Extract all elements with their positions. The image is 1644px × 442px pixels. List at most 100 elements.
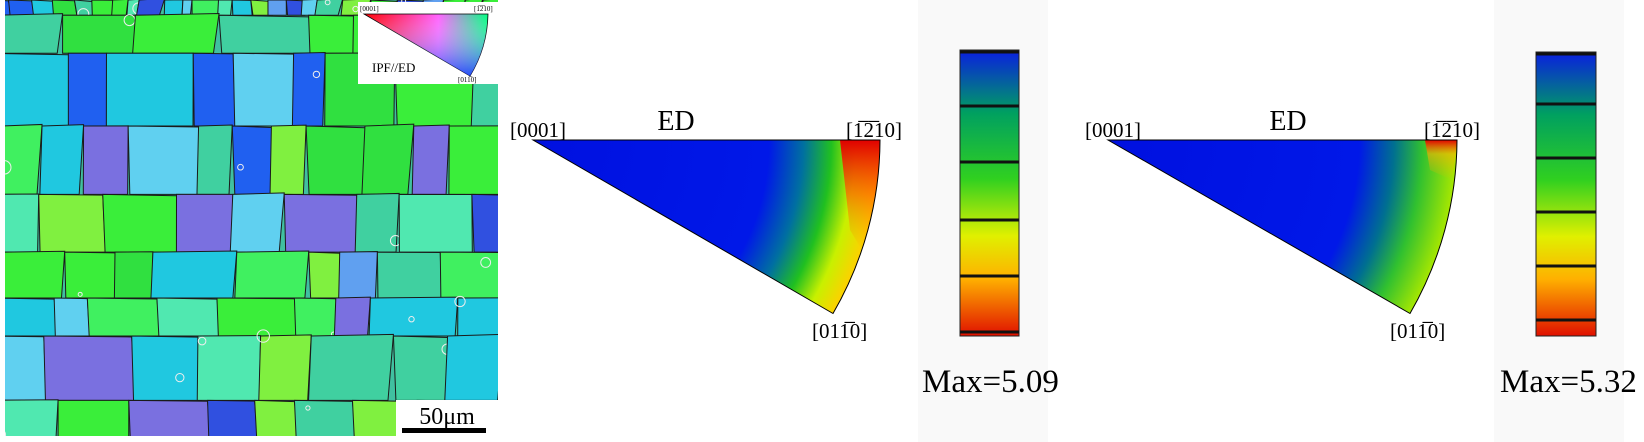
grain [291,51,326,127]
grain [398,193,473,253]
grain [5,297,59,337]
grain [51,0,78,16]
subgrain [197,336,207,346]
grain [5,13,64,54]
grain [333,296,371,337]
grain [411,124,450,195]
colorbar-lines [960,50,1019,334]
legend-pole: [1̅2̅10] [474,5,493,13]
grain [439,251,498,299]
grain [5,250,66,299]
grain [91,0,115,16]
subgrain [480,257,492,268]
subgrain [237,163,244,171]
subgrain [454,295,466,308]
grain [293,399,357,436]
grain [64,251,118,299]
grain [196,335,262,401]
grain [5,53,74,127]
pf-outline [531,139,881,315]
grain [448,125,498,195]
grain [5,335,47,401]
grain [376,251,442,299]
grain [128,399,211,436]
grain [229,192,285,253]
grain [444,333,498,401]
pf-max-region [1425,140,1457,180]
subgrain [256,329,270,343]
grain [5,193,40,253]
grain [5,123,43,195]
pf-pole: [1̅2̅10] [846,118,902,142]
ipf-legend: [0001] [1̅2̅10] [011̅0] IPF//ED [358,2,498,84]
grain [457,297,498,337]
pf-direction: ED [1269,106,1306,137]
pf-pole: [011̅0] [812,319,867,343]
pf-pole: [0001] [1085,118,1141,142]
pole-figure: ED [0001] [1̅2̅10] [011̅0] Max=5.09 [510,0,1059,442]
pf-max-label: Max=5.32 [1500,364,1637,400]
grain [308,251,345,299]
grain [53,297,91,337]
grain [132,13,220,54]
grain [234,250,310,299]
grain [196,124,233,195]
grain [127,125,203,195]
grain [293,297,339,337]
pf-max-label: Max=5.09 [922,364,1059,400]
scale-bar-label: 50μm [419,404,475,430]
colorbar-lines [1536,52,1596,322]
grain [267,0,287,16]
pf-sector [533,140,880,314]
grain [102,193,182,253]
grain [305,125,372,195]
grain [192,52,236,127]
pf-pole: [0001] [510,118,566,142]
grain [163,0,184,16]
scale-bar-line [402,428,486,433]
grain [113,251,154,299]
grain [258,334,312,401]
pf-pole: [011̅0] [1390,319,1445,343]
scale-bar: 50μm [396,400,498,436]
subgrain [312,70,321,79]
grain [269,124,307,195]
legend-pole: [0001] [360,5,379,13]
grain [308,333,394,401]
subgrain [5,160,12,175]
grain [181,0,193,16]
grain [175,193,234,253]
grain [5,399,59,436]
subgrain [5,431,7,436]
grain [150,250,238,299]
grain [232,52,298,127]
grain [8,0,36,16]
grain [82,125,129,195]
grain [156,297,222,337]
grain [338,251,378,299]
pf-outline [1106,139,1458,315]
grain [38,193,106,253]
grain [131,335,203,401]
legend-title: IPF//ED [372,60,415,75]
pf-direction: ED [657,106,694,137]
legend-pole: [011̅0] [458,76,476,84]
grain [368,296,459,337]
grain [207,399,258,436]
grain [111,0,129,16]
pf-max-region [840,140,880,250]
grain [308,14,357,54]
grain [314,0,343,16]
grain [231,0,253,16]
subgrain [77,291,83,297]
pf-pole: [1̅2̅10] [1424,118,1480,142]
grain [283,193,361,253]
colorbar [959,49,1020,337]
grain [217,0,233,16]
grain [67,52,107,127]
grain [105,52,194,127]
grain [254,399,299,436]
grain [354,192,400,253]
grain [361,123,415,195]
